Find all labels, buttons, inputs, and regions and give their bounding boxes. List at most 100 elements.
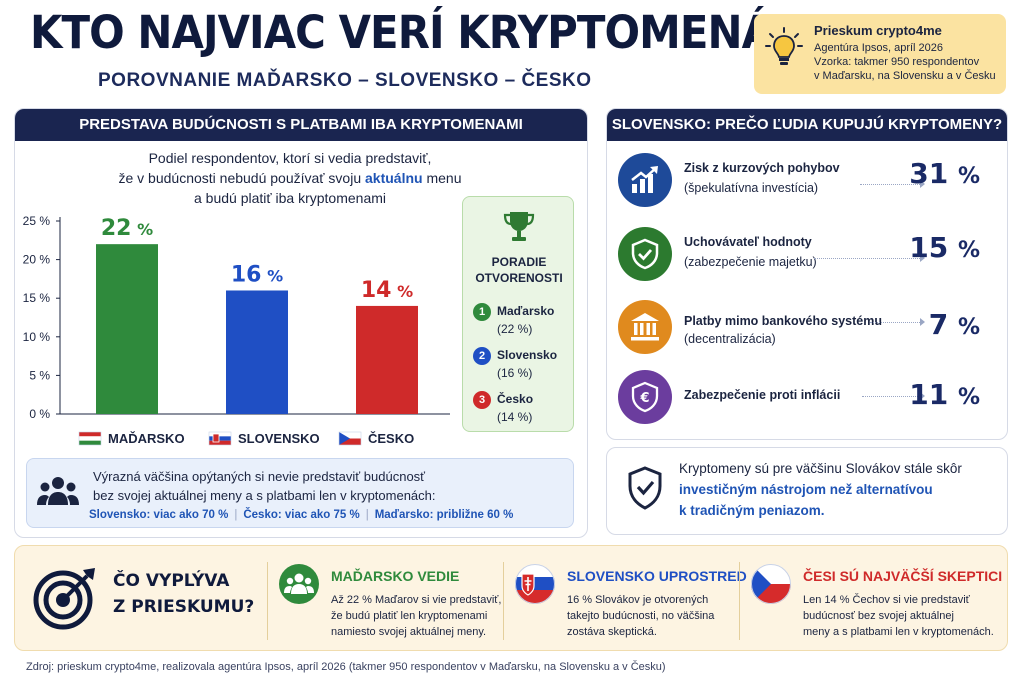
reason-label: Zisk z kurzových pohybov xyxy=(684,161,840,175)
hungarian-flag-icon xyxy=(79,432,101,437)
czech-flag-icon xyxy=(339,432,361,439)
slovak-flag-icon xyxy=(209,436,231,441)
slovak-flag-icon xyxy=(209,440,231,445)
note-box: Výrazná väčšina opýtaných si nevie preds… xyxy=(26,458,574,528)
people-group-icon xyxy=(37,477,79,505)
ranking-item: 1 Maďarsko (22 %) xyxy=(473,303,573,341)
ranking-title: OTVORENOSTI xyxy=(475,271,563,285)
reason-value: 31 % xyxy=(909,157,980,190)
reason-value: 15 % xyxy=(909,231,980,264)
finding-line: 16 % Slovákov je otvorených xyxy=(567,594,709,606)
reason-sublabel: (zabezpečenie majetku) xyxy=(684,255,817,269)
note-line: bez svojej aktuálnej meny a s platbami l… xyxy=(93,488,436,503)
lightbulb-icon xyxy=(765,27,803,65)
ranking-number: 2 xyxy=(473,347,491,365)
conclusion-line: investičným nástrojom než alternatívou xyxy=(679,482,933,497)
finding-line: takejto budúcnosti, no väčšina xyxy=(567,610,715,622)
chart-desc-part: že v budúcnosti nebudú používať svoju xyxy=(118,170,366,186)
info-line: Vzorka: takmer 950 respondentov xyxy=(814,56,980,68)
shield-check-icon xyxy=(628,466,662,510)
page-subtitle: POROVNANIE MAĎARSKO – SLOVENSKO – ČESKO xyxy=(98,70,592,91)
finding-line: meny a s platbami len v kryptomenách. xyxy=(803,626,994,638)
finding-hungary: MAĎARSKO VEDIE Až 22 % Maďarov si vie pr… xyxy=(267,558,509,642)
bar-value-label: 22 % xyxy=(101,216,153,241)
euro-shield-icon: € xyxy=(631,381,659,413)
ranking-percent: (16 %) xyxy=(497,366,533,380)
shield-check-icon xyxy=(631,238,659,270)
hungarian-flag-icon xyxy=(79,436,101,441)
x-category-label: ČESKO xyxy=(368,431,414,446)
leader-arrow xyxy=(920,392,925,400)
note-text: Výrazná väčšina opýtaných si nevie preds… xyxy=(93,467,436,505)
target-icon xyxy=(33,568,95,630)
y-tick-label: 25 % xyxy=(23,214,51,228)
page-title: KTO NAJVIAC VERÍ KRYPTOMENÁM? xyxy=(30,6,838,59)
divider xyxy=(267,562,268,640)
findings-title-line: ČO VYPLÝVA xyxy=(113,571,230,591)
note-stats: Slovensko: viac ako 70 % | Česko: viac ako… xyxy=(89,509,514,521)
reason-row: Platby mimo bankového systému (decentral… xyxy=(614,300,1000,360)
findings-title-line: Z PRIESKUMU? xyxy=(113,597,255,617)
finding-body: Až 22 % Maďarov si vie predstaviť, že bu… xyxy=(331,592,501,640)
divider xyxy=(503,562,504,640)
info-line: Agentúra Ipsos, apríl 2026 xyxy=(814,42,944,54)
reason-value: 11 % xyxy=(909,378,980,411)
czech-flag-icon xyxy=(338,431,362,446)
people-group-icon xyxy=(279,564,319,604)
reason-sublabel: (decentralizácia) xyxy=(684,332,776,346)
finding-slovakia: SLOVENSKO UPROSTRED 16 % Slovákov je otv… xyxy=(503,558,747,642)
bar-value-label: 16 % xyxy=(231,262,283,287)
leader-arrow xyxy=(920,180,925,188)
ranking-country: Česko xyxy=(497,392,534,406)
left-panel-header: PREDSTAVA BUDÚCNOSTI S PLATBAMI IBA KRYP… xyxy=(15,109,587,141)
reason-icon-circle xyxy=(618,227,672,281)
slovak-flag-icon xyxy=(515,564,555,604)
finding-line: že budú platiť len kryptomenami xyxy=(331,610,488,622)
y-tick-label: 0 % xyxy=(29,407,50,421)
chart-desc-line: a budú platiť iba kryptomenami xyxy=(193,190,387,206)
reason-row: Uchovávateľ hodnoty (zabezpečenie majetk… xyxy=(614,227,1000,287)
ranking-box: PORADIE OTVORENOSTI 1 Maďarsko (22 %) 2 Slov… xyxy=(462,196,574,432)
conclusion-line: Kryptomeny sú pre väčšinu Slovákov stále… xyxy=(679,461,962,476)
x-category-label: SLOVENSKO xyxy=(238,431,320,446)
hungarian-flag-icon xyxy=(79,440,101,445)
finding-czechia: ČESI SÚ NAJVÄČŠÍ SKEPTICI Len 14 % Čecho… xyxy=(739,558,1002,642)
bar-chart: 0 % 5 % 10 % 15 % 20 % 25 % 22 % MAĎARSKO 16 % SL… xyxy=(23,214,450,446)
ranking-item: 3 Česko (14 %) xyxy=(473,391,573,429)
bar-value-label: 14 % xyxy=(361,278,413,303)
finding-body: 16 % Slovákov je otvorených takejto budú… xyxy=(567,592,714,640)
czech-flag-icon xyxy=(751,564,791,604)
bar xyxy=(356,305,418,414)
reason-row: € Zabezpečenie proti inflácii 11 % xyxy=(614,370,1000,430)
y-tick-label: 10 % xyxy=(23,330,51,344)
leader-line xyxy=(814,258,920,259)
y-tick-label: 20 % xyxy=(23,253,51,267)
note-line: Výrazná väčšina opýtaných si nevie preds… xyxy=(93,469,426,484)
survey-info-box: Prieskum crypto4me Agentúra Ipsos, apríl… xyxy=(754,14,1006,94)
conclusion-text: Kryptomeny sú pre väčšinu Slovákov stále… xyxy=(679,458,962,521)
bar xyxy=(226,290,288,414)
leader-line xyxy=(862,396,920,397)
chart-desc-highlight: aktuálnu xyxy=(365,170,423,186)
right-panel-header: SLOVENSKO: PREČO ĽUDIA KUPUJÚ KRYPTOMENY… xyxy=(607,109,1007,141)
bar xyxy=(96,244,158,414)
conclusion-box: Kryptomeny sú pre väčšinu Slovákov stále… xyxy=(606,447,1008,535)
reason-icon-circle xyxy=(618,153,672,207)
chart-desc-line: že v budúcnosti nebudú používať svoju ak… xyxy=(90,168,490,188)
info-line: v Maďarsku, na Slovensku a v Česku xyxy=(814,70,996,82)
ranking-percent: (22 %) xyxy=(497,322,533,336)
reason-label: Uchovávateľ hodnoty xyxy=(684,235,812,249)
hungarian-flag-icon xyxy=(78,431,102,446)
chart-desc-part: menu xyxy=(422,170,462,186)
ranking-title: PORADIE xyxy=(491,255,547,269)
svg-text:€: € xyxy=(639,391,649,406)
ranking-percent: (14 %) xyxy=(497,410,533,424)
ranking-number: 1 xyxy=(473,303,491,321)
note-stat: Slovensko: viac ako 70 % xyxy=(89,509,229,521)
reason-value: 7 % xyxy=(928,308,980,341)
trophy-icon xyxy=(503,212,535,241)
growth-chart-icon xyxy=(631,166,658,193)
reason-sublabel: (špekulatívna investícia) xyxy=(684,181,819,195)
right-panel: SLOVENSKO: PREČO ĽUDIA KUPUJÚ KRYPTOMENY… xyxy=(606,108,1008,440)
slovak-flag-icon xyxy=(209,432,231,437)
